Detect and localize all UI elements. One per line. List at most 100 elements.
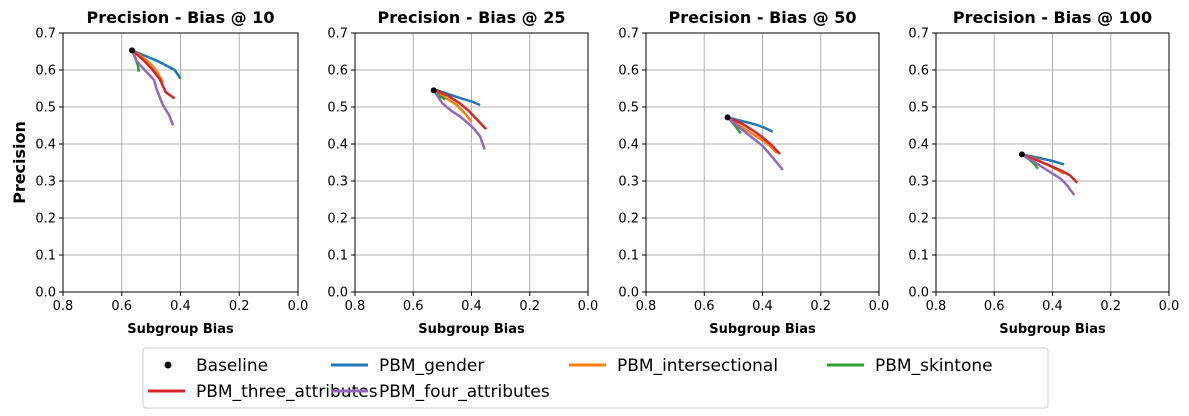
y-tick-label: 0.5	[327, 101, 348, 116]
chart-title: Precision - Bias @ 10	[86, 8, 274, 27]
legend-label: PBM_four_attributes	[379, 382, 550, 402]
legend: Baseline PBM_gender PBM_intersectional PBM_…	[142, 347, 1049, 409]
series-line-pbm-three-attributes	[727, 116, 781, 155]
legend-item-pbm-three-attributes: PBM_three_attributes	[148, 382, 378, 402]
chart-title: Precision - Bias @ 50	[668, 8, 856, 27]
y-tick-label: 0.6	[35, 64, 56, 79]
x-tick-label: 0.0	[1159, 299, 1180, 314]
x-tick-label: 0.4	[1042, 299, 1063, 314]
plot-frame	[645, 32, 880, 293]
series-line-pbm-four-attributes	[726, 116, 784, 171]
legend-item-pbm-intersectional: PBM_intersectional	[569, 356, 778, 376]
legend-item-pbm-skintone: PBM_skintone	[827, 356, 993, 376]
x-tick-label: 0.2	[810, 299, 831, 314]
y-tick-label: 0.4	[618, 138, 639, 153]
y-tick-label: 0.2	[908, 212, 929, 227]
legend-item-baseline: Baseline	[164, 356, 268, 376]
y-tick-label: 0.0	[35, 286, 56, 301]
y-tick-label: 0.2	[327, 212, 348, 227]
plot-frame	[62, 32, 299, 293]
series-line-pbm-three-attributes	[131, 49, 176, 100]
x-tick-label: 0.6	[694, 299, 715, 314]
baseline-point	[129, 47, 136, 54]
series-line-pbm-four-attributes	[130, 49, 175, 126]
x-axis-label: Subgroup Bias	[127, 322, 234, 337]
y-tick-label: 0.0	[908, 286, 929, 301]
y-tick-label: 0.1	[618, 249, 639, 264]
y-tick-label: 0.6	[618, 64, 639, 79]
x-axis-label: Subgroup Bias	[999, 322, 1106, 337]
y-tick-label: 0.5	[908, 101, 929, 116]
y-tick-label: 0.6	[327, 64, 348, 79]
legend-item-pbm-gender: PBM_gender	[331, 356, 484, 376]
legend-frame	[142, 347, 1049, 409]
x-tick-label: 0.6	[111, 299, 132, 314]
y-tick-label: 0.3	[618, 175, 639, 190]
baseline-point	[724, 114, 731, 121]
y-axis-label: Precision	[10, 121, 29, 204]
legend-label: PBM_intersectional	[617, 356, 778, 376]
chart-title: Precision - Bias @ 100	[953, 8, 1152, 27]
chart-panel-2: 0.8 0.6 0.4 0.2 0.0 0.0 0.1 0.2 0.3 0.4 0.5 0.6 0.7 P…	[327, 8, 598, 337]
x-tick-label: 0.8	[926, 299, 947, 314]
x-tick-label: 0.0	[288, 299, 309, 314]
legend-label: PBM_three_attributes	[196, 382, 378, 402]
series-line-pbm-three-attributes	[433, 88, 488, 131]
legend-marker-icon	[164, 361, 172, 369]
x-tick-label: 0.2	[229, 299, 250, 314]
x-tick-label: 0.2	[519, 299, 540, 314]
y-tick-label: 0.7	[327, 27, 348, 42]
y-tick-label: 0.3	[35, 175, 56, 190]
legend-label: Baseline	[196, 356, 268, 376]
y-tick-label: 0.4	[908, 138, 929, 153]
y-tick-label: 0.2	[618, 212, 639, 227]
series-line-pbm-four-attributes	[1021, 153, 1076, 196]
x-tick-label: 0.4	[461, 299, 482, 314]
y-tick-label: 0.0	[327, 286, 348, 301]
y-tick-label: 0.7	[35, 27, 56, 42]
y-tick-label: 0.1	[908, 249, 929, 264]
chart-title: Precision - Bias @ 25	[377, 8, 565, 27]
x-tick-label: 0.0	[869, 299, 890, 314]
baseline-point	[430, 87, 437, 94]
y-tick-label: 0.1	[327, 249, 348, 264]
x-axis-label: Subgroup Bias	[418, 322, 525, 337]
series-line-pbm-four-attributes	[432, 89, 486, 150]
series-line-pbm-intersectional	[432, 88, 473, 123]
chart-panel-1: 0.8 0.6 0.4 0.2 0.0 0.0 0.1 0.2 0.3 0.4 0.5 0.6 0.7 P…	[10, 8, 308, 337]
legend-label: PBM_skintone	[875, 356, 993, 376]
plot-frame	[935, 32, 1170, 293]
series-line-pbm-gender	[727, 116, 774, 133]
y-tick-label: 0.4	[35, 138, 56, 153]
chart-panel-4: 0.8 0.6 0.4 0.2 0.0 0.0 0.1 0.2 0.3 0.4 0.5 0.6 0.7 P…	[908, 8, 1179, 337]
series-line-pbm-three-attributes	[1021, 153, 1079, 184]
x-tick-label: 0.6	[403, 299, 424, 314]
baseline-point	[1018, 151, 1025, 158]
x-axis-label: Subgroup Bias	[709, 322, 816, 337]
y-tick-label: 0.5	[35, 101, 56, 116]
y-tick-label: 0.3	[327, 175, 348, 190]
x-tick-label: 0.8	[53, 299, 74, 314]
x-tick-label: 0.2	[1100, 299, 1121, 314]
legend-label: PBM_gender	[379, 356, 484, 376]
y-tick-label: 0.1	[35, 249, 56, 264]
x-tick-label: 0.8	[345, 299, 366, 314]
y-tick-label: 0.7	[908, 27, 929, 42]
y-tick-label: 0.3	[908, 175, 929, 190]
x-tick-label: 0.4	[170, 299, 191, 314]
y-tick-label: 0.5	[618, 101, 639, 116]
y-tick-label: 0.4	[327, 138, 348, 153]
y-tick-label: 0.0	[618, 286, 639, 301]
series-line-pbm-gender	[131, 49, 182, 80]
y-tick-label: 0.7	[618, 27, 639, 42]
legend-item-pbm-four-attributes: PBM_four_attributes	[331, 382, 550, 402]
x-tick-label: 0.0	[578, 299, 599, 314]
plot-frame	[354, 32, 589, 293]
x-tick-label: 0.6	[984, 299, 1005, 314]
y-tick-label: 0.6	[908, 64, 929, 79]
x-tick-label: 0.4	[752, 299, 773, 314]
y-tick-label: 0.2	[35, 212, 56, 227]
chart-panel-3: 0.8 0.6 0.4 0.2 0.0 0.0 0.1 0.2 0.3 0.4 0.5 0.6 0.7 P…	[618, 8, 889, 337]
x-tick-label: 0.8	[636, 299, 657, 314]
